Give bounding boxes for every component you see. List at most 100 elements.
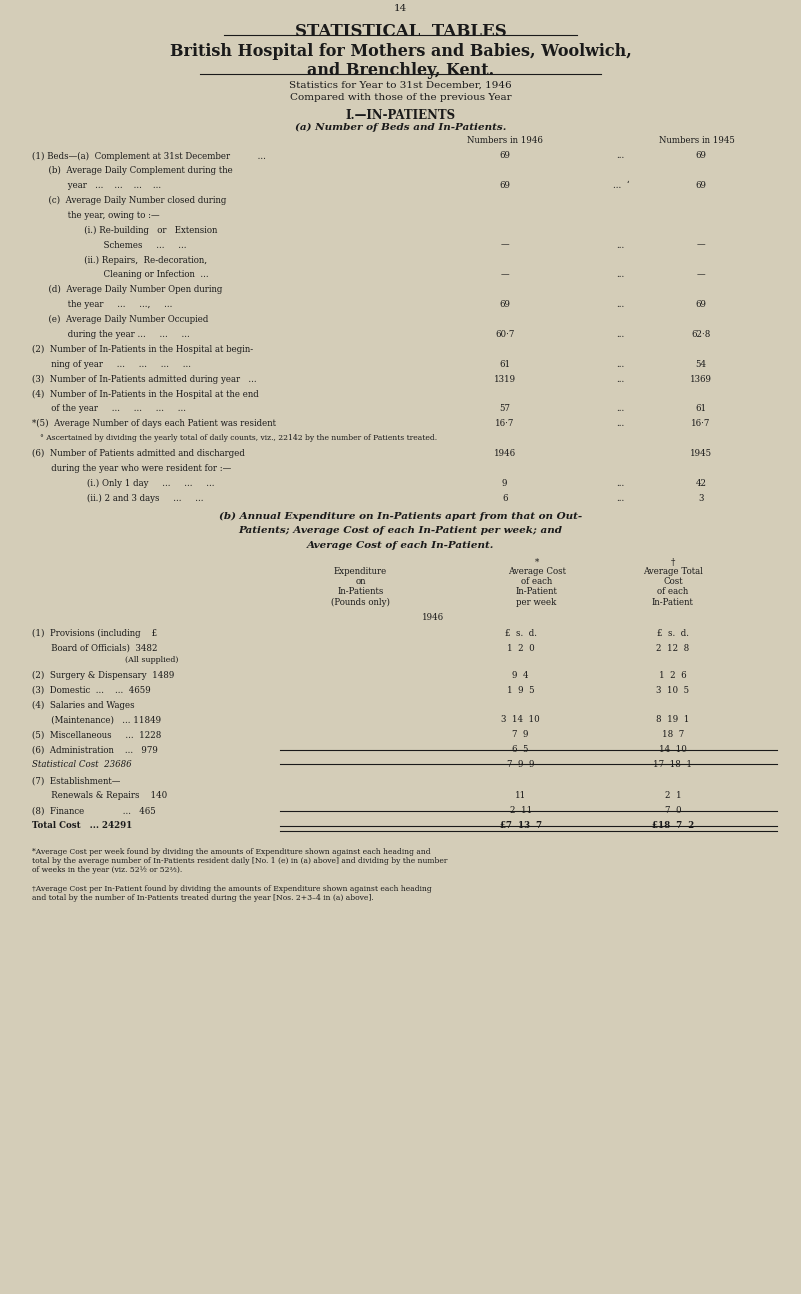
- Text: £7  13  7: £7 13 7: [500, 820, 541, 829]
- Text: 1945: 1945: [690, 449, 712, 458]
- Text: Expenditure: Expenditure: [334, 567, 387, 576]
- Text: of each: of each: [521, 577, 553, 586]
- Text: 57: 57: [499, 404, 510, 413]
- Text: *: *: [534, 558, 539, 567]
- Text: Cleaning or Infection  ...: Cleaning or Infection ...: [32, 270, 209, 280]
- Text: 3  14  10: 3 14 10: [501, 716, 540, 725]
- Text: (b) Annual Expenditure on In-Patients apart from that on Out-: (b) Annual Expenditure on In-Patients ap…: [219, 511, 582, 520]
- Text: ...  ‘: ... ‘: [613, 181, 629, 190]
- Text: (6)  Administration    ...   979: (6) Administration ... 979: [32, 745, 158, 754]
- Text: 61: 61: [499, 360, 510, 369]
- Text: 2  11: 2 11: [509, 806, 532, 815]
- Text: of the year     ...     ...     ...     ...: of the year ... ... ... ...: [32, 404, 186, 413]
- Text: (a) Number of Beds and In-Patients.: (a) Number of Beds and In-Patients.: [295, 123, 506, 132]
- Text: on: on: [355, 577, 366, 586]
- Text: ...: ...: [617, 419, 625, 428]
- Text: I.—IN-PATIENTS: I.—IN-PATIENTS: [345, 109, 456, 122]
- Text: In-Patients: In-Patients: [337, 587, 384, 597]
- Text: Average Cost: Average Cost: [508, 567, 566, 576]
- Text: 7  9: 7 9: [513, 730, 529, 739]
- Text: 1  2  6: 1 2 6: [659, 670, 686, 679]
- Text: ...: ...: [617, 241, 625, 250]
- Text: Compared with those of the previous Year: Compared with those of the previous Year: [290, 93, 511, 102]
- Text: £  s.  d.: £ s. d.: [657, 629, 689, 638]
- Text: (7)  Establishment—: (7) Establishment—: [32, 776, 120, 785]
- Text: 69: 69: [499, 151, 510, 160]
- Text: (e)  Average Daily Number Occupied: (e) Average Daily Number Occupied: [32, 314, 208, 325]
- Text: (3)  Number of In-Patients admitted during year   ...: (3) Number of In-Patients admitted durin…: [32, 374, 256, 384]
- Text: ° Ascertained by dividing the yearly total of daily counts, viz., 22142 by the n: ° Ascertained by dividing the yearly tot…: [40, 433, 437, 443]
- Text: 14  10: 14 10: [659, 745, 686, 754]
- Text: 9  4: 9 4: [513, 670, 529, 679]
- Text: £18  7  2: £18 7 2: [652, 820, 694, 829]
- Text: Average Total: Average Total: [643, 567, 702, 576]
- Text: 1946: 1946: [421, 612, 444, 621]
- Text: STATISTICAL  TABLES: STATISTICAL TABLES: [295, 23, 506, 40]
- Text: during the year ...     ...     ...: during the year ... ... ...: [32, 330, 190, 339]
- Text: 69: 69: [499, 300, 510, 309]
- Text: 7  9  9: 7 9 9: [507, 760, 534, 769]
- Text: 9: 9: [502, 479, 507, 488]
- Text: Schemes     ...     ...: Schemes ... ...: [32, 241, 187, 250]
- Text: (2)  Surgery & Dispensary  1489: (2) Surgery & Dispensary 1489: [32, 670, 175, 679]
- Text: (d)  Average Daily Number Open during: (d) Average Daily Number Open during: [32, 285, 223, 295]
- Text: ...: ...: [617, 404, 625, 413]
- Text: ...: ...: [617, 300, 625, 309]
- Text: 1946: 1946: [493, 449, 516, 458]
- Text: —: —: [501, 270, 509, 280]
- Text: (ii.) 2 and 3 days     ...     ...: (ii.) 2 and 3 days ... ...: [32, 493, 203, 503]
- Text: Statistics for Year to 31st December, 1946: Statistics for Year to 31st December, 19…: [289, 80, 512, 89]
- Text: (5)  Miscellaneous     ...  1228: (5) Miscellaneous ... 1228: [32, 730, 162, 739]
- Text: 16·7: 16·7: [495, 419, 514, 428]
- Text: *Average Cost per week found by dividing the amounts of Expenditure shown agains: *Average Cost per week found by dividing…: [32, 848, 448, 875]
- Text: ...: ...: [617, 374, 625, 383]
- Text: (8)  Finance              ...   465: (8) Finance ... 465: [32, 806, 155, 815]
- Text: †: †: [670, 558, 675, 567]
- Text: (i.) Re-building   or   Extension: (i.) Re-building or Extension: [32, 225, 217, 236]
- Text: ning of year     ...     ...     ...     ...: ning of year ... ... ... ...: [32, 360, 191, 369]
- Text: †Average Cost per In-Patient found by dividing the amounts of Expenditure shown : †Average Cost per In-Patient found by di…: [32, 885, 432, 902]
- Text: during the year who were resident for :—: during the year who were resident for :—: [32, 463, 231, 472]
- Text: 69: 69: [695, 151, 706, 160]
- Text: Cost: Cost: [663, 577, 682, 586]
- Text: 54: 54: [695, 360, 706, 369]
- Text: Renewals & Repairs    140: Renewals & Repairs 140: [32, 791, 167, 800]
- Text: (6)  Number of Patients admitted and discharged: (6) Number of Patients admitted and disc…: [32, 449, 245, 458]
- Text: 2  1: 2 1: [665, 791, 681, 800]
- Text: per week: per week: [517, 598, 557, 607]
- Text: (4)  Number of In-Patients in the Hospital at the end: (4) Number of In-Patients in the Hospita…: [32, 389, 259, 399]
- Text: (1) Beds—(a)  Complement at 31st December          ...: (1) Beds—(a) Complement at 31st December…: [32, 151, 266, 160]
- Text: 17  18  1: 17 18 1: [654, 760, 692, 769]
- Text: 3  10  5: 3 10 5: [656, 686, 690, 695]
- Text: 14: 14: [394, 4, 407, 13]
- Text: ...: ...: [617, 493, 625, 502]
- Text: 18  7: 18 7: [662, 730, 684, 739]
- Text: 61: 61: [695, 404, 706, 413]
- Text: (c)  Average Daily Number closed during: (c) Average Daily Number closed during: [32, 195, 227, 206]
- Text: Average Cost of each In-Patient.: Average Cost of each In-Patient.: [307, 541, 494, 550]
- Text: the year, owing to :—: the year, owing to :—: [32, 211, 159, 220]
- Text: (2)  Number of In-Patients in the Hospital at begin-: (2) Number of In-Patients in the Hospita…: [32, 344, 253, 355]
- Text: Total Cost   ... 24291: Total Cost ... 24291: [32, 820, 132, 829]
- Text: (ii.) Repairs,  Re-decoration,: (ii.) Repairs, Re-decoration,: [32, 255, 207, 265]
- Text: (b)  Average Daily Complement during the: (b) Average Daily Complement during the: [32, 167, 233, 176]
- Text: and Brenchley, Kent.: and Brenchley, Kent.: [307, 62, 494, 79]
- Text: Statistical Cost  23686: Statistical Cost 23686: [32, 760, 131, 769]
- Text: (Maintenance)   ... 11849: (Maintenance) ... 11849: [32, 716, 161, 725]
- Text: 42: 42: [695, 479, 706, 488]
- Text: Board of Officials)  3482: Board of Officials) 3482: [32, 644, 158, 653]
- Text: ...: ...: [617, 151, 625, 160]
- Text: 11: 11: [515, 791, 526, 800]
- Text: 69: 69: [499, 181, 510, 190]
- Text: 62·8: 62·8: [691, 330, 710, 339]
- Text: (1)  Provisions (including    £: (1) Provisions (including £: [32, 629, 157, 638]
- Text: of each: of each: [657, 587, 689, 597]
- Text: 1369: 1369: [690, 374, 712, 383]
- Text: British Hospital for Mothers and Babies, Woolwich,: British Hospital for Mothers and Babies,…: [170, 43, 631, 60]
- Text: ...: ...: [617, 479, 625, 488]
- Text: In-Patient: In-Patient: [516, 587, 557, 597]
- Text: ...: ...: [617, 270, 625, 280]
- Text: the year     ...     ...,     ...: the year ... ..., ...: [32, 300, 172, 309]
- Text: 1319: 1319: [493, 374, 516, 383]
- Text: 8  19  1: 8 19 1: [656, 716, 690, 725]
